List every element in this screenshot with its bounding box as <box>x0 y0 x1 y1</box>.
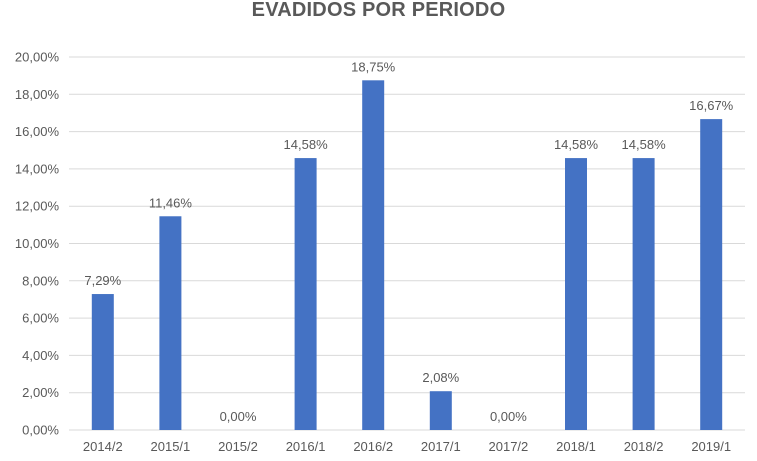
x-tick-label: 2017/2 <box>489 439 529 454</box>
bar <box>565 158 587 430</box>
y-tick-label: 18,00% <box>15 87 60 102</box>
y-tick-label: 8,00% <box>22 273 59 288</box>
data-label: 14,58% <box>554 137 599 152</box>
data-labels: 7,29% 11,46% 0,00% 14,58% 18,75% 2,08% 0,00% 14… <box>84 59 733 424</box>
y-tick-label: 14,00% <box>15 161 60 176</box>
x-tick-label: 2018/1 <box>556 439 596 454</box>
y-tick-label: 2,00% <box>22 385 59 400</box>
bar <box>700 119 723 431</box>
data-label: 0,00% <box>220 409 257 424</box>
data-label: 14,58% <box>284 137 329 152</box>
data-label: 18,75% <box>351 59 396 74</box>
bar <box>91 294 114 430</box>
bar <box>429 391 452 430</box>
x-axis-ticks: 2014/2 2015/1 2015/2 2016/1 2016/2 2017/1 2017… <box>83 439 731 454</box>
y-tick-label: 6,00% <box>22 311 59 326</box>
gridlines <box>69 56 745 431</box>
bar <box>294 158 317 430</box>
chart-title: EVADIDOS POR PERIODO <box>251 0 506 21</box>
x-tick-label: 2017/1 <box>421 439 461 454</box>
y-axis-ticks: 0,00% 2,00% 4,00% 6,00% 8,00% 10,00% 12,00% 14,… <box>15 50 60 438</box>
x-tick-label: 2016/2 <box>353 439 393 454</box>
x-tick-label: 2018/2 <box>624 439 664 454</box>
x-tick-label: 2016/1 <box>286 439 326 454</box>
x-tick-label: 2014/2 <box>83 439 123 454</box>
data-label: 0,00% <box>490 409 527 424</box>
y-tick-label: 16,00% <box>15 124 60 139</box>
data-label: 7,29% <box>84 273 121 288</box>
x-tick-label: 2015/2 <box>218 439 258 454</box>
x-tick-label: 2019/1 <box>691 439 731 454</box>
data-label: 16,67% <box>689 98 734 113</box>
y-tick-label: 12,00% <box>15 199 60 214</box>
y-tick-label: 0,00% <box>22 423 59 438</box>
bar <box>159 216 182 430</box>
bar <box>362 80 385 430</box>
y-tick-label: 10,00% <box>15 236 60 251</box>
y-tick-label: 20,00% <box>15 50 60 65</box>
x-tick-label: 2015/1 <box>151 439 191 454</box>
data-label: 11,46% <box>149 195 193 210</box>
bars <box>91 80 723 431</box>
y-tick-label: 4,00% <box>22 348 59 363</box>
bar <box>632 158 655 430</box>
data-label: 2,08% <box>422 370 459 385</box>
data-label: 14,58% <box>622 137 667 152</box>
